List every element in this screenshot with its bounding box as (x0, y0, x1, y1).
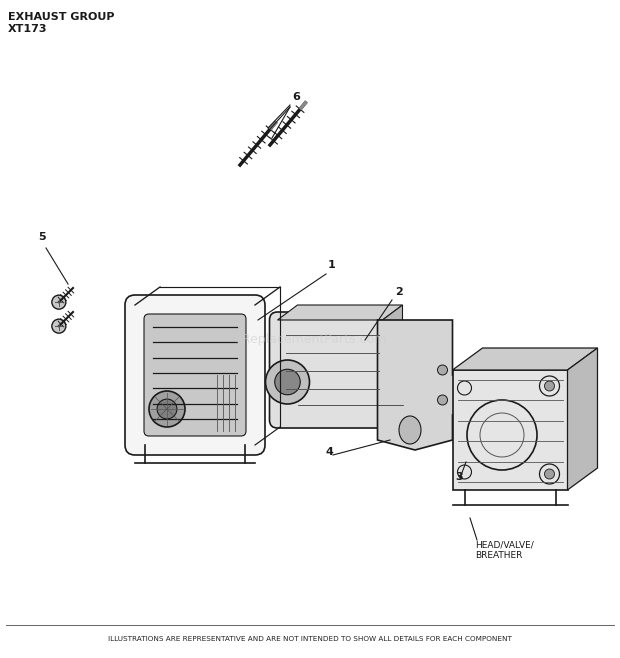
FancyBboxPatch shape (125, 295, 265, 455)
Ellipse shape (399, 416, 421, 444)
Text: 2: 2 (395, 287, 403, 297)
Polygon shape (453, 370, 567, 490)
Polygon shape (383, 305, 402, 420)
Polygon shape (567, 348, 598, 490)
Circle shape (544, 381, 554, 391)
Polygon shape (278, 305, 402, 320)
Text: EXHAUST GROUP: EXHAUST GROUP (8, 12, 115, 22)
Text: 5: 5 (38, 232, 46, 242)
Text: 3: 3 (455, 472, 463, 482)
Circle shape (544, 469, 554, 479)
Circle shape (275, 369, 300, 395)
FancyBboxPatch shape (270, 312, 391, 428)
Circle shape (52, 295, 66, 309)
Text: 4: 4 (325, 447, 333, 457)
Text: eReplacementParts.com: eReplacementParts.com (234, 334, 386, 347)
Text: 1: 1 (328, 260, 336, 270)
Polygon shape (453, 348, 598, 370)
Text: XT173: XT173 (8, 24, 48, 34)
Circle shape (265, 360, 309, 404)
Circle shape (438, 395, 448, 405)
Text: ILLUSTRATIONS ARE REPRESENTATIVE AND ARE NOT INTENDED TO SHOW ALL DETAILS FOR EA: ILLUSTRATIONS ARE REPRESENTATIVE AND ARE… (108, 636, 512, 642)
Circle shape (149, 391, 185, 427)
Text: HEAD/VALVE/
BREATHER: HEAD/VALVE/ BREATHER (475, 540, 534, 560)
Polygon shape (378, 320, 467, 450)
Text: 6: 6 (292, 92, 300, 102)
Circle shape (157, 399, 177, 419)
Circle shape (52, 319, 66, 333)
Circle shape (438, 365, 448, 375)
FancyBboxPatch shape (144, 314, 246, 436)
